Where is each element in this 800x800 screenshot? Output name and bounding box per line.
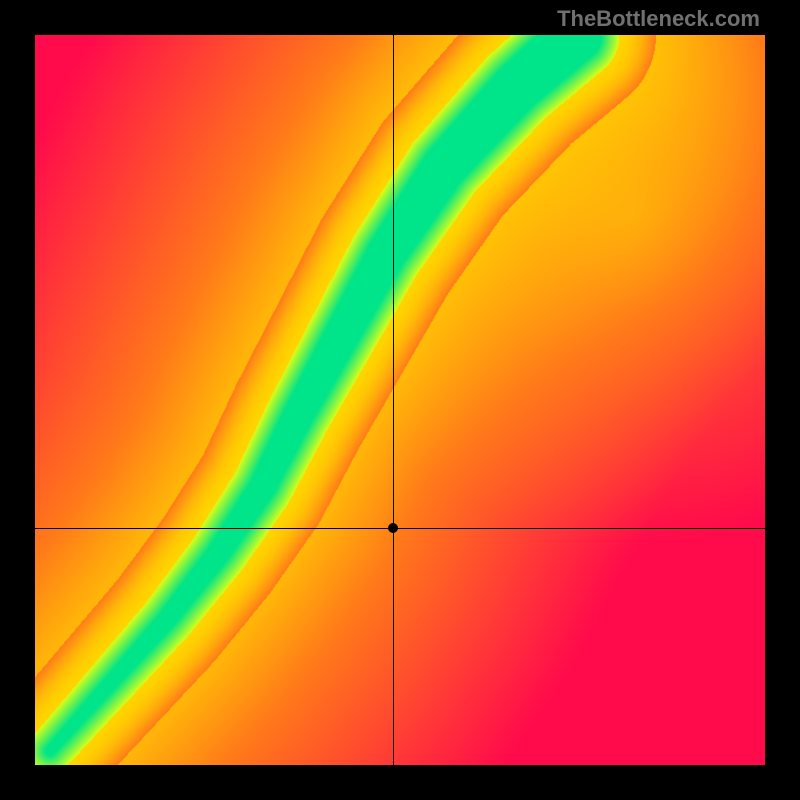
crosshair-marker [388, 523, 398, 533]
crosshair-horizontal [35, 528, 765, 529]
heatmap-canvas [35, 35, 765, 765]
heatmap-plot [35, 35, 765, 765]
watermark-text: TheBottleneck.com [557, 6, 760, 32]
crosshair-vertical [393, 35, 394, 765]
